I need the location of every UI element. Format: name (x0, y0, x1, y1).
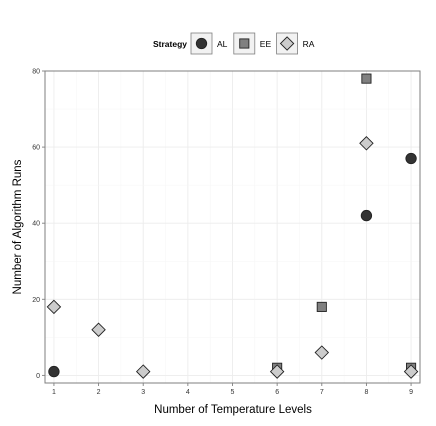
y-tick-label: 20 (32, 297, 40, 304)
legend-label-al: AL (217, 39, 228, 49)
legend-label-ee: EE (260, 39, 272, 49)
legend-marker-ee (239, 38, 250, 49)
data-point-ra (269, 364, 285, 379)
x-tick-label: 9 (409, 389, 413, 396)
data-point-ra (359, 136, 374, 151)
legend-title: Strategy (153, 39, 187, 49)
data-point-ra (403, 364, 419, 379)
data-point-al (405, 152, 417, 165)
x-tick-label: 1 (52, 389, 56, 396)
x-tick-label: 2 (97, 389, 101, 396)
data-point-ee (361, 73, 372, 84)
data-point-ee (316, 301, 327, 312)
x-tick-label: 6 (275, 389, 279, 396)
data-points (46, 73, 419, 379)
x-tick-label: 3 (141, 389, 145, 396)
plot-panel (45, 70, 420, 383)
data-point-ra (46, 299, 62, 315)
x-tick-label: 4 (186, 389, 190, 396)
axes: 1 2 3 4 5 6 7 8 9 0 20 40 60 80 (32, 69, 421, 396)
x-tick-label: 8 (364, 389, 368, 396)
legend-marker-ra (279, 36, 295, 51)
y-tick-label: 40 (32, 221, 40, 228)
data-point-al (360, 209, 373, 222)
legend: Strategy AL EE RA (153, 32, 315, 55)
x-axis-label: Number of Temperature Levels (154, 404, 312, 416)
y-axis-label: Number of Algorithm Runs (12, 159, 24, 294)
data-point-ra (135, 364, 151, 379)
x-tick-label: 7 (320, 389, 324, 396)
y-tick-label: 0 (36, 373, 40, 380)
data-point-ra (91, 322, 106, 337)
legend-marker-al (195, 37, 208, 50)
y-tick-label: 80 (32, 69, 40, 76)
legend-label-ra: RA (303, 39, 315, 49)
x-tick-label: 5 (231, 389, 235, 396)
data-point-al (48, 365, 60, 378)
data-point-ra (314, 345, 330, 360)
y-tick-label: 60 (32, 145, 40, 152)
